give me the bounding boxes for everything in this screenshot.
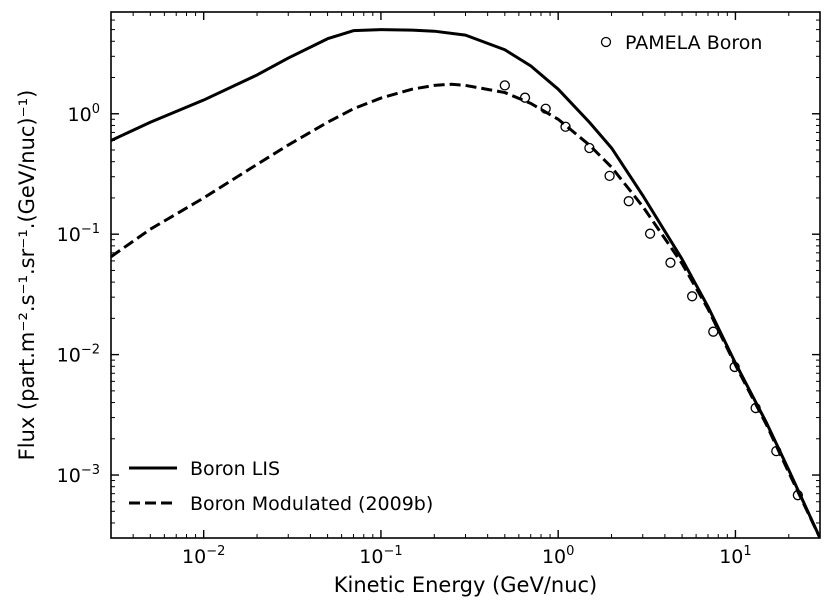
- tick-labels: 10−2 10−1 100 101 10−3 10−2 10−1 100: [57, 102, 752, 568]
- legend-marker-open-circle: [600, 36, 612, 48]
- pamela-point: [708, 326, 719, 337]
- pamela-point: [729, 361, 740, 373]
- legend-label-modulated: Boron Modulated (2009b): [190, 493, 433, 515]
- ticks-layer: [110, 11, 821, 539]
- legend-label-lis: Boron LIS: [190, 458, 280, 480]
- pamela-point: [750, 402, 761, 414]
- series-line-boron-modulated: [111, 82, 820, 538]
- pamela-point: [604, 170, 615, 182]
- y-tick-label: 100: [68, 102, 100, 126]
- pamela-point: [584, 142, 595, 154]
- pamela-point: [540, 103, 551, 114]
- legend-pamela: PAMELA Boron: [600, 32, 762, 54]
- series-layer: [111, 28, 820, 538]
- scatter-layer: [499, 80, 803, 501]
- x-axis-title: Kinetic Energy (GeV/nuc): [334, 573, 598, 597]
- x-tick-label: 10−1: [359, 544, 402, 568]
- pamela-point: [687, 291, 698, 302]
- y-axis-title: Flux (part.m⁻².s⁻¹.sr⁻¹.(GeV/nuc)⁻¹): [15, 90, 39, 461]
- pamela-point: [792, 490, 803, 501]
- x-tick-label: 100: [542, 544, 574, 568]
- y-tick-label: 10−1: [57, 222, 100, 246]
- pamela-point: [665, 257, 676, 268]
- pamela-point: [499, 80, 510, 91]
- legend-curves: Boron LIS Boron Modulated (2009b): [129, 458, 433, 515]
- y-tick-label: 10−3: [57, 463, 100, 487]
- pamela-point: [771, 445, 782, 457]
- pamela-point: [519, 92, 531, 103]
- pamela-point: [644, 228, 656, 239]
- x-tick-label: 101: [719, 544, 751, 568]
- legend-label-pamela: PAMELA Boron: [625, 32, 762, 54]
- pamela-point: [560, 121, 571, 132]
- pamela-point: [623, 196, 634, 207]
- y-tick-label: 10−2: [57, 343, 100, 367]
- x-tick-label: 10−2: [182, 544, 225, 568]
